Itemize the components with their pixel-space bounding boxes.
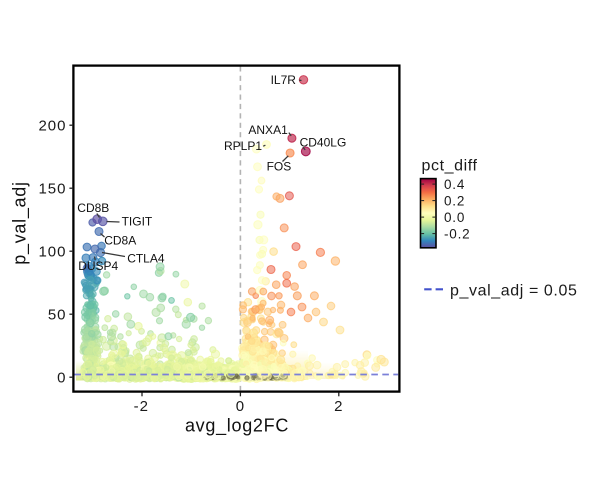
svg-text:CD8A: CD8A [104, 233, 136, 247]
svg-text:TIGIT: TIGIT [122, 214, 153, 228]
svg-text:0.4: 0.4 [444, 177, 465, 192]
svg-text:0: 0 [236, 398, 245, 415]
svg-text:p_val_adj: p_val_adj [10, 181, 31, 264]
svg-text:0: 0 [57, 369, 66, 386]
svg-text:IL7R: IL7R [271, 73, 297, 87]
svg-text:RPLP1: RPLP1 [224, 139, 262, 153]
svg-text:CTLA4: CTLA4 [127, 251, 165, 265]
svg-text:-0.2: -0.2 [444, 226, 470, 241]
svg-text:150: 150 [38, 180, 66, 197]
svg-text:CD8B: CD8B [77, 201, 109, 215]
svg-text:CD40LG: CD40LG [300, 136, 347, 150]
svg-text:FOS: FOS [267, 160, 292, 174]
svg-text:ANXA1: ANXA1 [248, 123, 288, 137]
svg-text:200: 200 [38, 117, 66, 134]
svg-text:0.0: 0.0 [444, 210, 465, 225]
svg-text:0.2: 0.2 [444, 193, 465, 208]
svg-text:pct_diff: pct_diff [422, 158, 478, 175]
svg-text:p_val_adj = 0.05: p_val_adj = 0.05 [450, 282, 577, 299]
svg-text:-2: -2 [134, 398, 149, 415]
svg-text:DUSP4: DUSP4 [78, 259, 118, 273]
svg-text:avg_log2FC: avg_log2FC [185, 416, 289, 437]
svg-text:50: 50 [48, 306, 67, 323]
svg-text:2: 2 [334, 398, 343, 415]
svg-text:100: 100 [38, 243, 66, 260]
